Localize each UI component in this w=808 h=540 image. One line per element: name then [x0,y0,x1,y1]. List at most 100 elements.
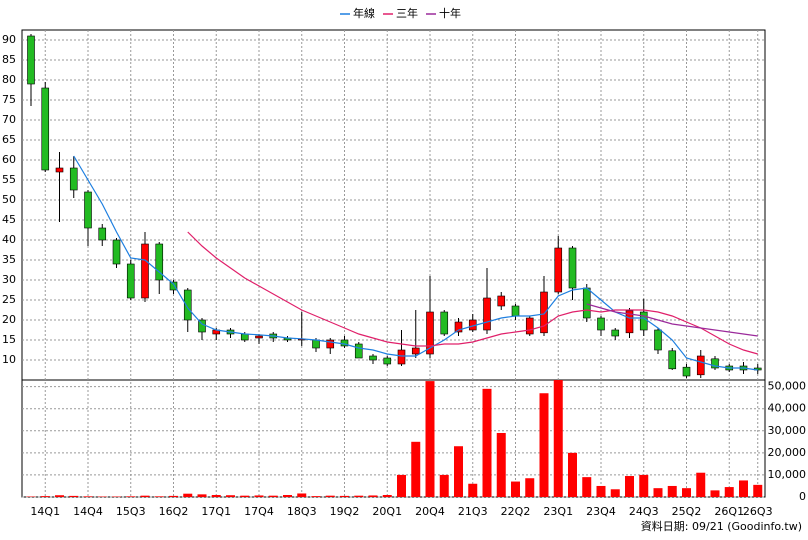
note: 資料日期: 09/21 (Goodinfo.tw) [641,519,802,533]
x-tick-label: 25Q2 [672,505,702,518]
y-tick-label: 25 [2,293,16,306]
y2-tick-label: 50,000 [768,380,807,393]
volume-bar [539,393,549,497]
candle-body [625,310,634,334]
candle-body [525,317,534,335]
volume-bar [354,495,364,497]
y-tick-label: 55 [2,173,16,186]
volume-bar [753,484,763,497]
volume-bar [55,495,64,497]
volume-bar [496,432,506,497]
volume-bar [653,488,663,497]
volume-bar [454,446,463,497]
candle-body [668,350,677,370]
candle-body [55,167,64,173]
y2-tick-label: 40,000 [768,402,807,415]
x-tick-label: 19Q2 [330,505,360,518]
x-tick-label: 16Q2 [159,505,189,518]
volume-bar [553,380,563,497]
x-tick-label: 23Q1 [543,505,573,518]
volume-bar [682,488,691,497]
volume-bar [325,495,335,497]
candle-body [440,311,449,335]
volume-bar [468,483,478,497]
volume-bar [126,496,136,497]
y-tick-label: 20 [2,313,16,326]
x-tick-label: 26Q3 [743,505,773,518]
candle-body [582,287,591,319]
x-tick-label: 17Q4 [244,505,274,518]
volume-bar [639,474,649,497]
candle-body [554,247,563,293]
x-tick-label: 23Q4 [586,505,616,518]
volume-bar [667,485,677,497]
legend-label: 三年 [396,6,418,20]
candle-body [255,335,263,339]
volume-bar [183,493,193,497]
volume-bar [154,496,164,497]
candle-body [682,366,691,377]
candle-body [126,263,135,299]
volume-bar [382,495,392,497]
candle-body [454,321,463,333]
candle-body [183,289,192,321]
y-tick-label: 65 [2,133,16,146]
y2-tick-label: 20,000 [768,446,807,459]
x-tick-label: 20Q4 [415,505,445,518]
volume-bar [240,495,250,497]
volume-bar [283,495,292,497]
volume-bar [525,478,535,497]
volume-bar [439,474,449,497]
candle-body [369,355,377,361]
candle-body [411,347,420,355]
candle-body [383,357,392,365]
candle-body [711,358,719,369]
volume-bar [739,480,748,497]
candle-body [312,339,320,349]
candle-body [41,87,50,171]
legend: 年線 三年 十年 [340,6,461,20]
y-tick-label: 70 [2,113,16,126]
volume-panel [21,379,766,498]
candle-body [696,355,705,376]
y-tick-label: 75 [2,93,16,106]
volume-bar [482,388,492,497]
x-tick-label: 18Q3 [287,505,317,518]
x-tick-label: 14Q1 [30,505,60,518]
candle-body [397,349,406,365]
y-tick-label: 80 [2,73,16,86]
volume-bar [169,495,178,497]
volume-bar [40,496,50,497]
y-tick-label: 35 [2,253,16,266]
volume-bar [696,472,706,497]
y-tick-label: 10 [2,353,16,366]
candle-body [84,191,92,229]
candle-body [141,243,149,299]
y-tick-label: 50 [2,193,16,206]
volume-bar [425,381,435,497]
x-tick-label: 22Q2 [501,505,531,518]
y-tick-label: 60 [2,153,16,166]
volume-bar [69,495,79,497]
candle-body [483,297,491,331]
candle-body [639,311,648,331]
y-tick-label: 45 [2,213,16,226]
candle-body [98,227,107,241]
volume-bar [596,485,606,497]
candle-body [69,167,78,191]
volume-bar [411,441,421,497]
line-series [187,231,758,355]
volume-bar [724,487,734,497]
y-tick-label: 30 [2,273,16,286]
candle-body [426,311,434,355]
volume-bar [610,489,620,497]
x-tick-label: 26Q1 [714,505,744,518]
legend-label: 年線 [353,6,375,20]
x-tick-label: 15Q3 [116,505,146,518]
volume-bar [197,494,207,497]
volume-bar [582,477,592,497]
candle-body [155,243,164,281]
line-series [586,303,758,337]
x-tick-label: 24Q3 [629,505,659,518]
